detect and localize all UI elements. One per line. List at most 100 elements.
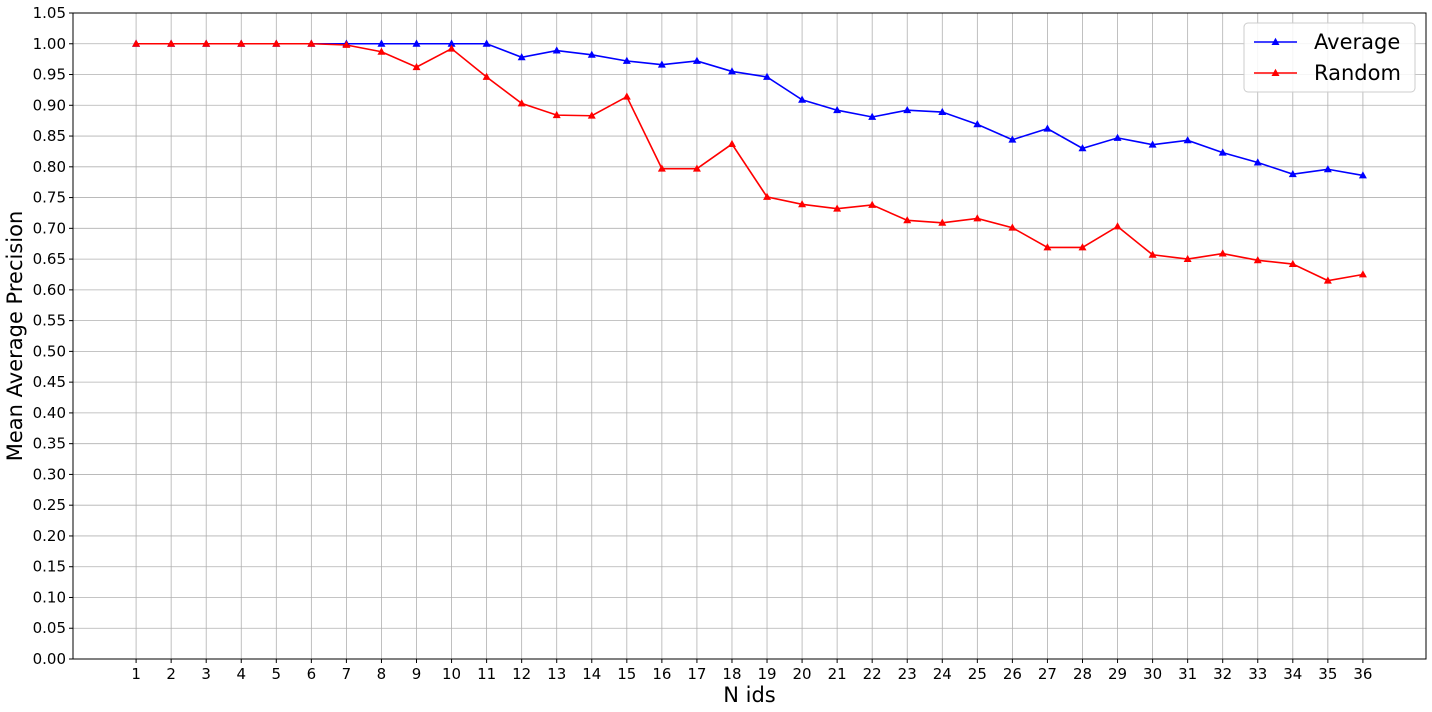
x-tick-label: 1 — [131, 665, 141, 683]
x-tick-label: 27 — [1038, 665, 1057, 683]
data-point — [587, 111, 596, 119]
data-point — [763, 72, 772, 80]
x-tick-label: 13 — [547, 665, 566, 683]
data-point — [412, 62, 421, 71]
data-point — [1218, 249, 1227, 257]
legend-marker — [1271, 37, 1280, 45]
y-tick-label: 0.90 — [33, 96, 66, 114]
x-tick-label: 36 — [1353, 665, 1372, 683]
x-tick-label: 4 — [236, 665, 246, 683]
data-point — [727, 67, 736, 75]
data-point — [447, 39, 456, 47]
data-point — [1183, 254, 1192, 263]
data-point — [657, 164, 666, 172]
data-point — [307, 39, 316, 47]
data-point — [1253, 256, 1262, 264]
data-point — [938, 107, 947, 115]
y-tick-label: 0.30 — [33, 465, 66, 483]
y-tick-label: 0.25 — [33, 496, 66, 514]
x-tick-label: 2 — [166, 665, 176, 683]
data-point — [342, 40, 351, 48]
data-point — [798, 200, 807, 208]
data-point — [1043, 243, 1052, 251]
data-point — [587, 50, 596, 58]
series-layer — [132, 39, 1367, 284]
data-point — [692, 164, 701, 172]
x-tick-label: 9 — [412, 665, 422, 683]
y-tick-label: 0.70 — [33, 219, 66, 237]
data-point — [1358, 171, 1367, 179]
x-tick-label: 11 — [477, 665, 496, 683]
data-point — [973, 214, 982, 222]
x-tick-label: 8 — [377, 665, 387, 683]
data-point — [622, 92, 631, 100]
data-point — [868, 200, 877, 208]
x-tick-label: 16 — [652, 665, 671, 683]
y-axis-label: Mean Average Precision — [3, 211, 27, 462]
x-tick-label: 34 — [1283, 665, 1302, 683]
x-tick-label: 24 — [933, 665, 952, 683]
data-point — [1113, 222, 1122, 230]
data-point — [692, 56, 701, 64]
data-point — [833, 106, 842, 114]
axis-ticks: 0.00 0.05 0.10 0.15 0.20 0.25 0.30 0.35 0.40 0.45… — [33, 4, 1373, 683]
x-tick-label: 18 — [722, 665, 741, 683]
x-tick-label: 23 — [898, 665, 917, 683]
data-point — [552, 46, 561, 54]
x-tick-label: 17 — [687, 665, 706, 683]
y-tick-label: 0.95 — [33, 66, 66, 84]
data-point — [903, 216, 912, 224]
x-tick-label: 26 — [1003, 665, 1022, 683]
data-point — [167, 39, 176, 47]
data-point — [377, 47, 386, 55]
data-point — [517, 53, 526, 61]
y-tick-label: 0.05 — [33, 619, 66, 637]
x-tick-label: 3 — [201, 665, 211, 683]
y-tick-label: 0.50 — [33, 342, 66, 360]
data-point — [763, 192, 772, 200]
y-tick-label: 0.35 — [33, 435, 66, 453]
x-tick-label: 21 — [828, 665, 847, 683]
y-tick-label: 0.85 — [33, 127, 66, 145]
data-point — [1288, 259, 1297, 267]
data-point — [517, 99, 526, 107]
series-average — [132, 39, 1367, 179]
x-tick-label: 7 — [342, 665, 352, 683]
series-line-random — [136, 42, 1364, 282]
y-tick-label: 0.75 — [33, 189, 66, 207]
y-tick-label: 0.00 — [33, 650, 66, 668]
data-point — [1288, 169, 1297, 178]
data-point — [482, 39, 491, 47]
data-point — [727, 139, 736, 147]
data-point — [1323, 165, 1332, 173]
y-tick-label: 1.00 — [33, 35, 66, 53]
x-tick-label: 33 — [1248, 665, 1267, 683]
data-point — [903, 106, 912, 114]
data-point — [1218, 148, 1227, 156]
data-point — [202, 39, 211, 47]
legend: Average Random — [1243, 22, 1416, 93]
legend-marker — [1271, 68, 1280, 76]
data-point — [973, 120, 982, 128]
x-tick-label: 19 — [757, 665, 776, 683]
x-tick-label: 20 — [793, 665, 812, 683]
data-point — [1113, 133, 1122, 141]
data-point — [1043, 124, 1052, 132]
y-tick-label: 0.15 — [33, 558, 66, 576]
data-point — [1253, 158, 1262, 166]
data-point — [1323, 276, 1332, 284]
data-point — [1008, 135, 1017, 143]
x-tick-label: 14 — [582, 665, 601, 683]
x-tick-label: 25 — [968, 665, 987, 683]
data-point — [1008, 223, 1017, 231]
data-point — [938, 218, 947, 226]
data-point — [1183, 136, 1192, 144]
data-point — [412, 39, 421, 47]
data-point — [237, 39, 246, 47]
data-point — [798, 95, 807, 103]
grid-lines — [73, 12, 1426, 660]
series-random — [132, 39, 1367, 284]
x-tick-label: 31 — [1178, 665, 1197, 683]
x-tick-label: 32 — [1213, 665, 1232, 683]
